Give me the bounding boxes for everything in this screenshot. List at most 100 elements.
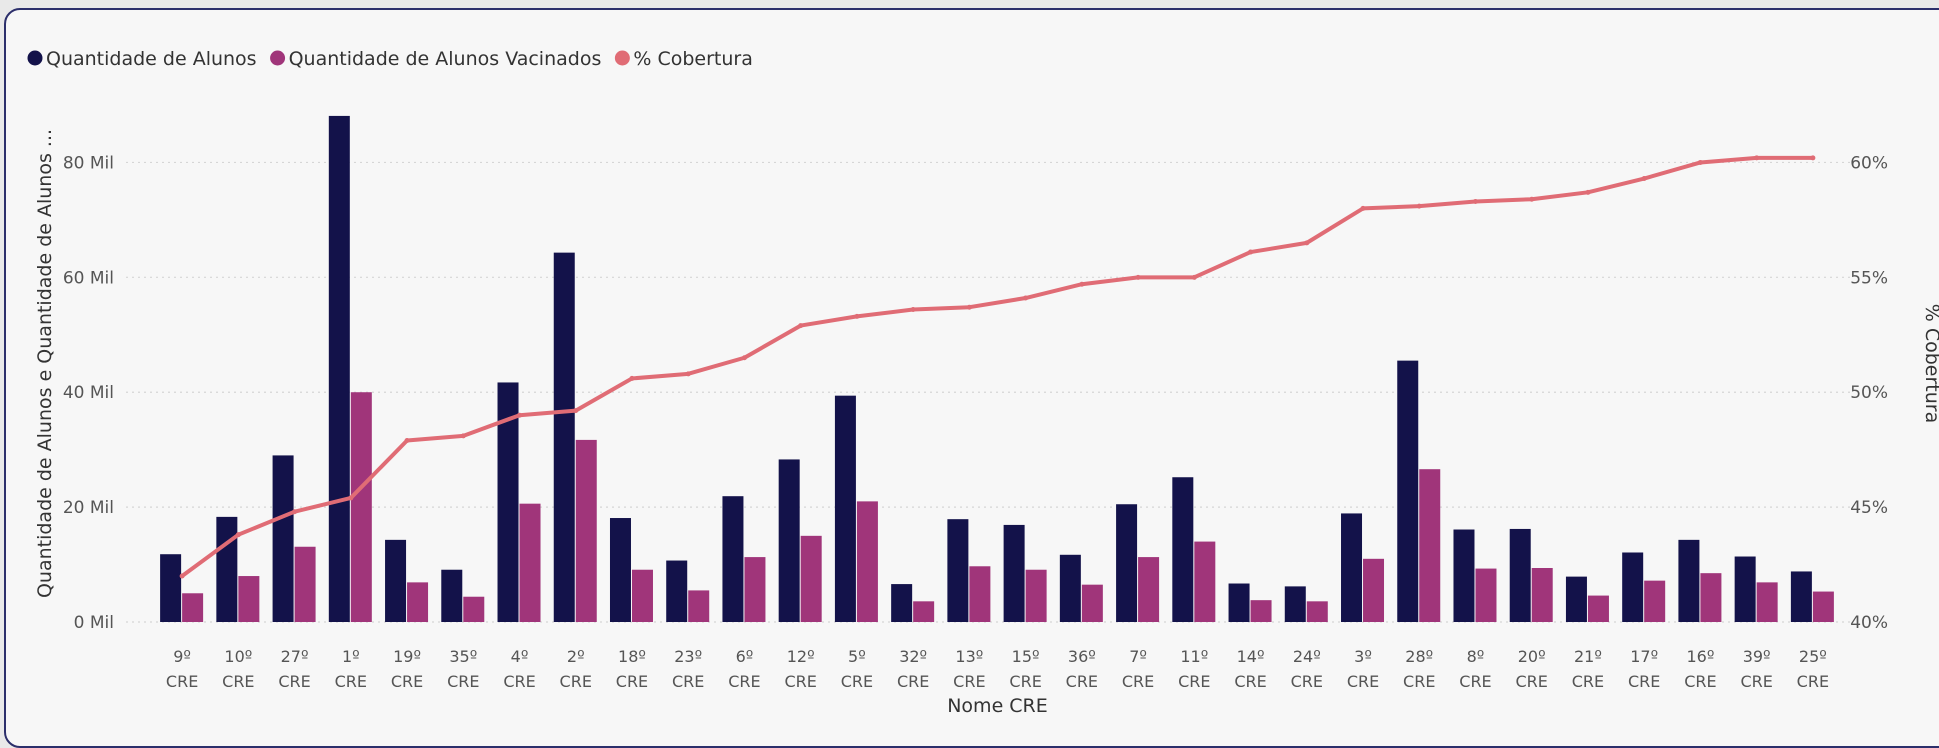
bar-alunos[interactable] — [666, 561, 687, 622]
bar-vacinados[interactable] — [351, 392, 372, 622]
line-point[interactable] — [629, 376, 634, 381]
x-tick-label: CRE — [1291, 672, 1323, 691]
bar-vacinados[interactable] — [1138, 557, 1159, 622]
bar-vacinados[interactable] — [1251, 600, 1272, 622]
bar-alunos[interactable] — [1341, 513, 1362, 622]
line-point[interactable] — [967, 305, 972, 310]
bar-vacinados[interactable] — [969, 566, 990, 622]
bar-vacinados[interactable] — [295, 547, 316, 622]
line-point[interactable] — [1698, 160, 1703, 165]
line-point[interactable] — [1585, 190, 1590, 195]
bar-alunos[interactable] — [1285, 586, 1306, 622]
bar-vacinados[interactable] — [913, 601, 934, 622]
line-point[interactable] — [1192, 275, 1197, 280]
line-point[interactable] — [405, 438, 410, 443]
bar-vacinados[interactable] — [1475, 569, 1496, 622]
line-point[interactable] — [854, 314, 859, 319]
bar-alunos[interactable] — [779, 459, 800, 622]
line-point[interactable] — [1642, 176, 1647, 181]
bar-vacinados[interactable] — [1307, 601, 1328, 622]
bar-alunos[interactable] — [441, 570, 462, 622]
x-tick-label: CRE — [222, 672, 254, 691]
line-point[interactable] — [742, 355, 747, 360]
line-point[interactable] — [1304, 240, 1309, 245]
bar-vacinados[interactable] — [238, 576, 259, 622]
bar-alunos[interactable] — [160, 554, 181, 622]
bar-alunos[interactable] — [1735, 557, 1756, 622]
line-point[interactable] — [1023, 296, 1028, 301]
bar-vacinados[interactable] — [1194, 542, 1215, 622]
bar-alunos[interactable] — [835, 396, 856, 622]
bar-vacinados[interactable] — [1026, 570, 1047, 622]
line-point[interactable] — [573, 408, 578, 413]
legend-label-0[interactable]: Quantidade de Alunos — [46, 48, 257, 70]
legend-label-1[interactable]: Quantidade de Alunos Vacinados — [289, 48, 602, 70]
bar-alunos[interactable] — [1791, 571, 1812, 622]
bar-alunos[interactable] — [1622, 552, 1643, 622]
line-point[interactable] — [461, 433, 466, 438]
line-point[interactable] — [1079, 282, 1084, 287]
line-point[interactable] — [1248, 250, 1253, 255]
line-point[interactable] — [236, 532, 241, 537]
bar-vacinados[interactable] — [1082, 585, 1103, 622]
bar-vacinados[interactable] — [576, 440, 597, 622]
bar-vacinados[interactable] — [1363, 559, 1384, 622]
bar-alunos[interactable] — [1510, 529, 1531, 622]
legend-marker-1[interactable] — [270, 51, 285, 66]
bar-alunos[interactable] — [385, 540, 406, 622]
line-point[interactable] — [1529, 197, 1534, 202]
bar-vacinados[interactable] — [1700, 573, 1721, 622]
bar-vacinados[interactable] — [1588, 596, 1609, 622]
bar-alunos[interactable] — [273, 455, 294, 622]
line-point[interactable] — [1810, 155, 1815, 160]
line-point[interactable] — [911, 307, 916, 312]
bar-alunos[interactable] — [554, 253, 575, 622]
line-point[interactable] — [1754, 155, 1759, 160]
bar-alunos[interactable] — [1453, 530, 1474, 622]
bar-alunos[interactable] — [1172, 477, 1193, 622]
bar-alunos[interactable] — [1566, 577, 1587, 622]
x-tick-label: 14º — [1237, 647, 1265, 666]
bar-vacinados[interactable] — [463, 597, 484, 622]
bar-alunos[interactable] — [610, 518, 631, 622]
bar-alunos[interactable] — [216, 517, 237, 622]
legend-marker-2[interactable] — [615, 51, 630, 66]
bar-vacinados[interactable] — [1813, 592, 1834, 622]
bar-vacinados[interactable] — [801, 536, 822, 622]
bar-vacinados[interactable] — [182, 593, 203, 622]
legend-label-2[interactable]: % Cobertura — [633, 48, 753, 70]
line-point[interactable] — [517, 413, 522, 418]
bar-vacinados[interactable] — [1419, 469, 1440, 622]
bar-alunos[interactable] — [1397, 361, 1418, 622]
bar-alunos[interactable] — [1060, 555, 1081, 622]
line-cobertura[interactable] — [182, 158, 1813, 576]
bar-alunos[interactable] — [1678, 540, 1699, 622]
bar-alunos[interactable] — [329, 116, 350, 622]
bar-vacinados[interactable] — [744, 557, 765, 622]
legend-marker-0[interactable] — [28, 51, 43, 66]
line-point[interactable] — [180, 574, 185, 579]
bar-alunos[interactable] — [1004, 525, 1025, 622]
bar-alunos[interactable] — [1229, 584, 1250, 622]
line-point[interactable] — [1417, 204, 1422, 209]
bar-vacinados[interactable] — [1644, 581, 1665, 622]
line-point[interactable] — [348, 495, 353, 500]
bar-vacinados[interactable] — [1532, 568, 1553, 622]
line-point[interactable] — [1136, 275, 1141, 280]
line-point[interactable] — [686, 371, 691, 376]
bar-alunos[interactable] — [891, 584, 912, 622]
bar-vacinados[interactable] — [857, 501, 878, 622]
bar-vacinados[interactable] — [632, 570, 653, 622]
line-point[interactable] — [1361, 206, 1366, 211]
bar-vacinados[interactable] — [688, 590, 709, 622]
bar-alunos[interactable] — [947, 519, 968, 622]
bar-alunos[interactable] — [1116, 504, 1137, 622]
bar-vacinados[interactable] — [1757, 582, 1778, 622]
bar-alunos[interactable] — [722, 496, 743, 622]
bar-vacinados[interactable] — [407, 582, 428, 622]
bar-vacinados[interactable] — [520, 504, 541, 622]
x-tick-label: 15º — [1012, 647, 1040, 666]
line-point[interactable] — [1473, 199, 1478, 204]
line-point[interactable] — [798, 323, 803, 328]
line-point[interactable] — [292, 509, 297, 514]
